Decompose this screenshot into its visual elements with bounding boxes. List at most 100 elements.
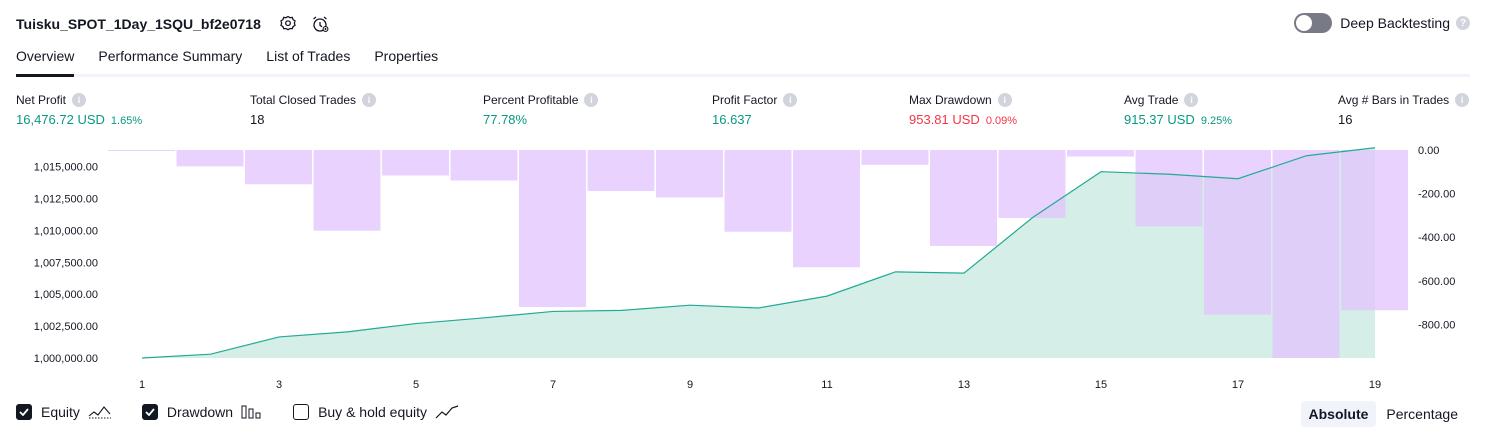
legend-equity-label: Equity xyxy=(41,404,80,420)
drawdown-bar xyxy=(176,150,244,167)
deep-backtesting-toggle[interactable] xyxy=(1294,13,1333,33)
left-axis-tick-label: 1,002,500.00 xyxy=(34,321,98,333)
percentage-button[interactable]: Percentage xyxy=(1386,406,1458,422)
deep-backtesting-label: Deep Backtesting xyxy=(1340,15,1450,31)
metric-avg-bars: Avg # Bars in Trades i 16 xyxy=(1338,93,1470,127)
left-axis-tick-label: 1,000,000.00 xyxy=(34,353,98,365)
legend-drawdown[interactable]: Drawdown xyxy=(141,404,263,420)
metric-percent: 1.65% xyxy=(110,115,143,127)
metric-label: Profit Factor xyxy=(712,93,778,107)
checkbox-buy-hold[interactable] xyxy=(293,404,310,420)
x-axis-tick-label: 11 xyxy=(821,379,832,390)
checkbox-equity[interactable] xyxy=(16,404,32,420)
tab-overview[interactable]: Overview xyxy=(16,44,75,77)
settings-icon[interactable] xyxy=(277,13,299,35)
drawdown-bar xyxy=(998,150,1066,219)
x-axis-tick-label: 7 xyxy=(550,379,556,390)
drawdown-bar xyxy=(1272,150,1340,358)
drawdown-bar xyxy=(382,150,449,176)
metric-value: 953.81 USD xyxy=(909,112,980,127)
x-axis-tick-label: 5 xyxy=(413,379,419,390)
x-axis-tick-label: 15 xyxy=(1095,379,1107,390)
drawdown-bar xyxy=(313,150,381,231)
drawdown-bar xyxy=(1341,150,1408,311)
metric-percent: 9.25% xyxy=(1200,115,1233,127)
tab-performance-summary[interactable]: Performance Summary xyxy=(98,48,243,64)
drawdown-bar xyxy=(108,150,175,151)
x-axis-tick-label: 9 xyxy=(687,379,693,390)
metric-percent-profitable: Percent Profitable i 77.78% xyxy=(483,93,599,127)
metric-value: 18 xyxy=(250,112,265,127)
legend-equity[interactable]: Equity xyxy=(16,404,112,420)
drawdown-bars-icon xyxy=(241,404,263,420)
info-icon[interactable]: i xyxy=(1184,93,1199,107)
metric-value: 915.37 USD xyxy=(1124,112,1195,127)
metric-label: Avg Trade xyxy=(1124,93,1179,107)
metric-percent: 0.09% xyxy=(985,115,1018,127)
left-axis-tick-label: 1,005,000.00 xyxy=(34,289,98,301)
checkbox-drawdown[interactable] xyxy=(141,404,158,420)
metric-avg-trade: Avg Trade i 915.37 USD 9.25% xyxy=(1124,93,1232,127)
left-axis-tick-label: 1,010,000.00 xyxy=(34,225,98,237)
drawdown-bar xyxy=(793,150,860,268)
left-axis-tick-label: 1,007,500.00 xyxy=(34,257,98,269)
info-icon[interactable]: i xyxy=(72,93,87,107)
drawdown-bar xyxy=(450,150,518,181)
tab-properties[interactable]: Properties xyxy=(374,48,439,64)
drawdown-bar xyxy=(861,150,929,165)
right-axis-tick-label: -600.00 xyxy=(1418,276,1455,288)
legend-buy-hold-label: Buy & hold equity xyxy=(318,404,428,420)
left-axis-tick-label: 1,015,000.00 xyxy=(34,162,98,174)
metric-label: Max Drawdown xyxy=(909,93,992,107)
metric-value: 77.78% xyxy=(483,112,528,127)
buy-hold-line-icon xyxy=(435,404,459,420)
right-axis-tick-label: -800.00 xyxy=(1418,319,1455,331)
report-tabs: Overview Performance Summary List of Tra… xyxy=(16,44,1470,77)
metric-value: 16 xyxy=(1338,112,1353,127)
legend-buy-hold[interactable]: Buy & hold equity xyxy=(293,404,459,420)
value-mode-switch: Absolute Percentage xyxy=(1299,401,1467,427)
absolute-button[interactable]: Absolute xyxy=(1300,401,1377,427)
info-icon[interactable]: i xyxy=(584,93,599,107)
metric-label: Avg # Bars in Trades xyxy=(1338,93,1450,107)
strategy-header: Tuisku_SPOT_1Day_1SQU_bf2e0718 xyxy=(16,10,331,38)
x-axis-tick-label: 1 xyxy=(139,379,145,390)
toggle-knob xyxy=(1296,15,1313,31)
equity-drawdown-chart[interactable]: 1,000,000.00 1,002,500.00 1,005,000.00 1,00… xyxy=(0,140,1486,390)
info-icon[interactable]: i xyxy=(783,93,798,107)
metric-label: Percent Profitable xyxy=(483,93,579,107)
alert-clock-icon[interactable] xyxy=(309,13,331,35)
x-axis-tick-label: 19 xyxy=(1369,379,1381,390)
info-icon[interactable]: i xyxy=(1455,93,1470,107)
metric-total-closed-trades: Total Closed Trades i 18 xyxy=(250,93,377,127)
metric-value: 16,476.72 USD xyxy=(16,112,105,127)
right-axis-tick-label: -200.00 xyxy=(1418,189,1455,201)
drawdown-bar xyxy=(1135,150,1203,227)
drawdown-bar xyxy=(930,150,997,246)
info-icon[interactable]: i xyxy=(997,93,1012,107)
legend-drawdown-label: Drawdown xyxy=(166,404,234,420)
drawdown-bar xyxy=(656,150,723,198)
info-icon[interactable]: i xyxy=(362,93,377,107)
left-axis-tick-label: 1,012,500.00 xyxy=(34,193,98,205)
tab-list-of-trades[interactable]: List of Trades xyxy=(266,48,351,64)
x-axis-tick-label: 3 xyxy=(276,379,282,390)
right-axis-tick-label: 0.00 xyxy=(1418,145,1439,157)
equity-line-icon xyxy=(88,404,112,420)
drawdown-bar xyxy=(519,150,586,308)
deep-backtesting-control: Deep Backtesting ? xyxy=(1294,13,1470,33)
drawdown-bar xyxy=(1204,150,1271,315)
drawdown-bar xyxy=(245,150,312,185)
metric-value: 16.637 xyxy=(712,112,752,127)
chart-legend: Equity Drawdown Buy & hold equity xyxy=(16,404,489,420)
metric-max-drawdown: Max Drawdown i 953.81 USD 0.09% xyxy=(909,93,1017,127)
right-axis-tick-label: -400.00 xyxy=(1418,232,1455,244)
x-axis-tick-label: 13 xyxy=(958,379,970,390)
strategy-name: Tuisku_SPOT_1Day_1SQU_bf2e0718 xyxy=(16,16,261,32)
metric-label: Net Profit xyxy=(16,93,67,107)
help-icon[interactable]: ? xyxy=(1456,16,1470,30)
equity-area-fill xyxy=(142,147,1375,358)
equity-line xyxy=(141,147,1376,359)
drawdown-bar xyxy=(1067,150,1134,157)
metric-label: Total Closed Trades xyxy=(250,93,357,107)
